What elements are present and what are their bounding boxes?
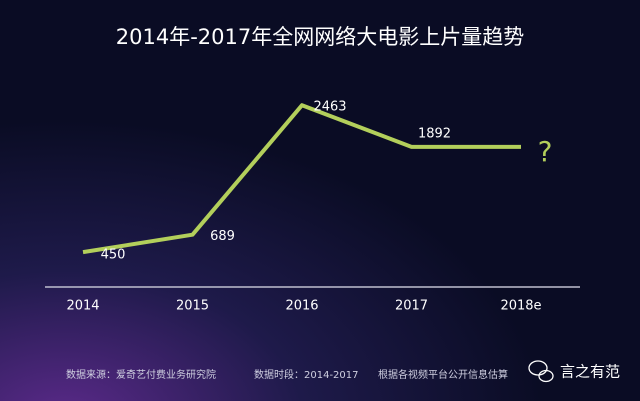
x-tick-label: 2018e xyxy=(500,299,541,314)
watermark: 言之有范 xyxy=(560,363,620,381)
data-label: 2463 xyxy=(313,100,346,115)
annotation: ? xyxy=(538,135,553,168)
chart-title: 2014年-2017年全网网络大电影上片量趋势 xyxy=(116,25,524,49)
x-tick-label: 2016 xyxy=(285,299,318,314)
data-line xyxy=(82,103,521,255)
footer-note: 根据各视频平台公开信息估算 xyxy=(378,368,508,381)
footer-source: 数据来源：爱奇艺付费业务研究院 xyxy=(66,368,216,381)
data-label: 1892 xyxy=(418,126,451,141)
data-label: 689 xyxy=(210,229,235,244)
data-label: 450 xyxy=(101,248,126,263)
x-tick-label: 2014 xyxy=(66,299,99,314)
footer-period: 数据时段：2014-2017 xyxy=(254,368,359,381)
x-tick-label: 2017 xyxy=(395,299,428,314)
wechat-icon xyxy=(528,360,554,383)
x-tick-label: 2015 xyxy=(176,299,209,314)
